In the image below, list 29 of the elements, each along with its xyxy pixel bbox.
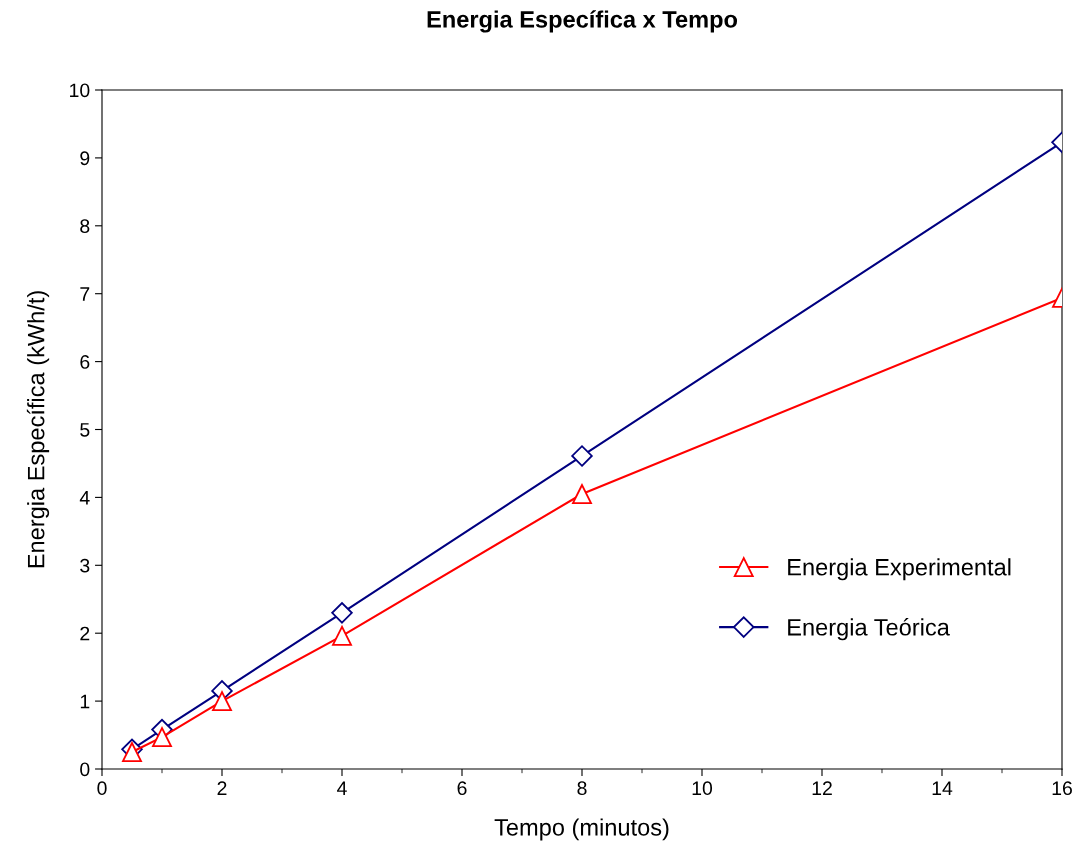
- x-tick-label: 16: [1052, 781, 1072, 796]
- x-tick-label: 8: [577, 781, 587, 796]
- x-tick-label: 12: [812, 781, 832, 795]
- y-tick-label: 7: [80, 287, 90, 301]
- legend-label: Energia Teórica: [788, 618, 950, 641]
- y-tick-label: 0: [80, 762, 90, 777]
- x-tick-label: 4: [337, 781, 347, 795]
- y-axis-title: Energia Específica (kWh/t): [26, 291, 50, 568]
- y-tick-label: 4: [79, 491, 90, 505]
- y-tick-label: 3: [80, 558, 90, 573]
- point: [331, 602, 353, 624]
- y-tick-label: 6: [80, 355, 90, 369]
- x-tick-label: 10: [692, 781, 713, 796]
- chart-title: Energia Específica x Tempo: [427, 10, 738, 33]
- y-tick-label: 10: [70, 83, 90, 98]
- point: [152, 727, 172, 748]
- y-tick-label: 2: [80, 626, 90, 641]
- legend-label: Energia Experimental: [788, 558, 1011, 581]
- x-tick-label: 6: [457, 781, 467, 796]
- x-tick-label: 14: [932, 781, 953, 795]
- point: [212, 691, 232, 712]
- y-tick-label: 9: [80, 151, 90, 166]
- x-tick-label: 2: [217, 781, 227, 795]
- x-axis-title: Tempo (minutos): [494, 818, 669, 841]
- x-tick-label: 0: [97, 781, 107, 796]
- y-tick-label: 8: [80, 219, 90, 234]
- y-tick-label: 5: [80, 423, 90, 437]
- y-tick-label: 1: [80, 694, 90, 709]
- point: [332, 625, 352, 646]
